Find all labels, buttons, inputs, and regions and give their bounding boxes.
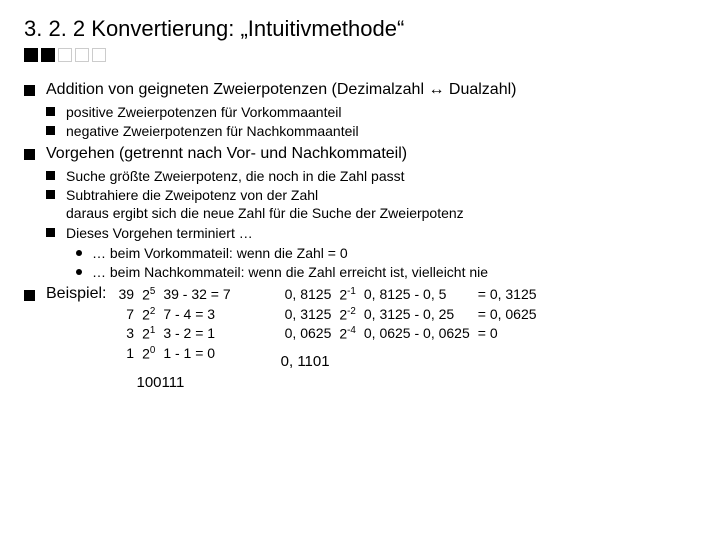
fraction-result: 0, 1101: [281, 352, 541, 372]
cell-subtraction: 3 - 2 = 1: [159, 324, 234, 344]
square-filled: [41, 48, 55, 62]
sub-bullet: negative Zweierpotenzen für Nachkommaant…: [46, 122, 696, 140]
table-row: 3213 - 2 = 1: [114, 324, 234, 344]
subsublist: … beim Vorkommateil: wenn die Zahl = 0 ……: [76, 244, 696, 281]
cell-result: = 0, 0625: [474, 305, 541, 325]
sub-bullet: Subtrahiere die Zweipotenz von der Zahl …: [46, 186, 696, 222]
fraction-table: 0, 81252-10, 8125 - 0, 5= 0, 31250, 3125…: [281, 285, 541, 344]
cell-number: 0, 8125: [281, 285, 336, 305]
table-row: 0, 31252-20, 3125 - 0, 25= 0, 0625: [281, 305, 541, 325]
cell-power: 22: [138, 305, 159, 325]
cell-power: 20: [138, 344, 159, 364]
cell-power: 2-1: [335, 285, 360, 305]
table-row: 0, 06252-40, 0625 - 0, 0625= 0: [281, 324, 541, 344]
bullet-addition: Addition von geigneten Zweierpotenzen (D…: [24, 80, 696, 140]
cell-subtraction: 0, 0625 - 0, 0625: [360, 324, 474, 344]
cell-subtraction: 0, 3125 - 0, 25: [360, 305, 474, 325]
bullet-text: Vorgehen (getrennt nach Vor- und Nachkom…: [46, 145, 407, 162]
sub-bullet: Suche größte Zweierpotenz, die noch in d…: [46, 167, 696, 185]
cell-power: 25: [138, 285, 159, 305]
slide: 3. 2. 2 Konvertierung: „Intuitivmethode“…: [0, 0, 720, 410]
cell-power: 2-2: [335, 305, 360, 325]
example-section: Beispiel: 392539 - 32 = 77227 - 4 = 3321…: [24, 285, 696, 393]
sub-bullet-line: Subtrahiere die Zweipotenz von der Zahl: [66, 187, 318, 203]
square-filled: [24, 48, 38, 62]
sub-bullet: positive Zweierpotenzen für Vorkommaante…: [46, 103, 696, 121]
subsub-bullet: … beim Nachkommateil: wenn die Zahl erre…: [76, 263, 696, 281]
cell-subtraction: 1 - 1 = 0: [159, 344, 234, 364]
square-empty: [92, 48, 106, 62]
cell-result: = 0: [474, 324, 541, 344]
spacer: [243, 285, 273, 393]
content-list: Addition von geigneten Zweierpotenzen (D…: [24, 80, 696, 281]
cell-number: 39: [114, 285, 138, 305]
integer-table: 392539 - 32 = 77227 - 4 = 33213 - 2 = 11…: [114, 285, 234, 363]
integer-result: 100111: [136, 373, 234, 393]
slide-title: 3. 2. 2 Konvertierung: „Intuitivmethode“: [24, 16, 696, 42]
fraction-calc-block: 0, 81252-10, 8125 - 0, 5= 0, 31250, 3125…: [281, 285, 541, 393]
cell-number: 7: [114, 305, 138, 325]
bullet-vorgehen: Vorgehen (getrennt nach Vor- und Nachkom…: [24, 144, 696, 281]
square-empty: [75, 48, 89, 62]
cell-power: 21: [138, 324, 159, 344]
sub-bullet-text: Dieses Vorgehen terminiert …: [66, 225, 253, 241]
table-row: 1201 - 1 = 0: [114, 344, 234, 364]
sublist: Suche größte Zweierpotenz, die noch in d…: [46, 167, 696, 281]
cell-number: 1: [114, 344, 138, 364]
cell-subtraction: 7 - 4 = 3: [159, 305, 234, 325]
table-row: 0, 81252-10, 8125 - 0, 5= 0, 3125: [281, 285, 541, 305]
integer-calc-block: 392539 - 32 = 77227 - 4 = 33213 - 2 = 11…: [114, 285, 234, 393]
cell-result: = 0, 3125: [474, 285, 541, 305]
sub-bullet-line: daraus ergibt sich die neue Zahl für die…: [66, 205, 464, 221]
table-row: 392539 - 32 = 7: [114, 285, 234, 305]
cell-subtraction: 39 - 32 = 7: [159, 285, 234, 305]
bullet-text: Addition von geigneten Zweierpotenzen (D…: [46, 81, 516, 98]
sublist: positive Zweierpotenzen für Vorkommaante…: [46, 103, 696, 140]
table-row: 7227 - 4 = 3: [114, 305, 234, 325]
cell-number: 0, 0625: [281, 324, 336, 344]
cell-power: 2-4: [335, 324, 360, 344]
example-label: Beispiel:: [24, 285, 106, 393]
square-empty: [58, 48, 72, 62]
cell-subtraction: 0, 8125 - 0, 5: [360, 285, 474, 305]
cell-number: 3: [114, 324, 138, 344]
sub-bullet: Dieses Vorgehen terminiert … … beim Vork…: [46, 224, 696, 282]
subsub-bullet: … beim Vorkommateil: wenn die Zahl = 0: [76, 244, 696, 262]
cell-number: 0, 3125: [281, 305, 336, 325]
title-decoration: [24, 48, 696, 62]
